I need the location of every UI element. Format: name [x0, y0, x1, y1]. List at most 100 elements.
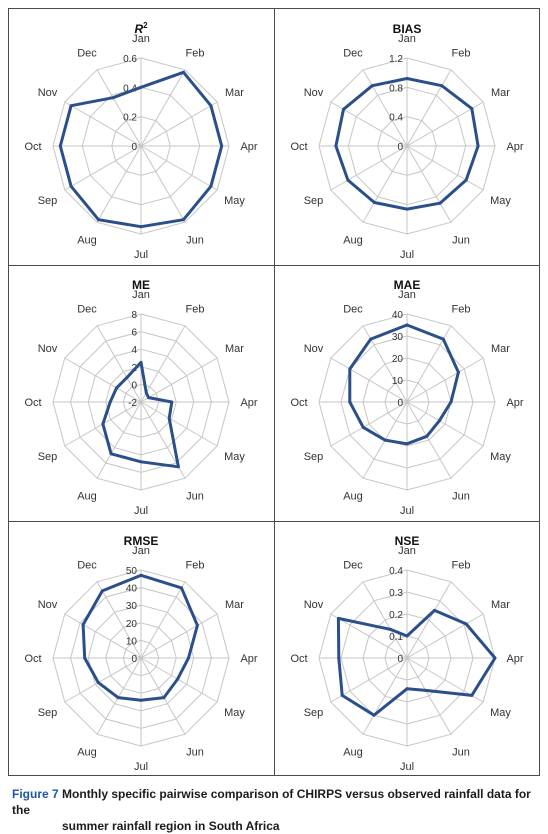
data-point: [187, 656, 190, 660]
panel-divider-vertical: [274, 9, 275, 775]
tick-label: 0: [397, 142, 403, 153]
category-label: Nov: [304, 599, 324, 611]
category-label: May: [224, 707, 245, 719]
tick-label: 0: [131, 654, 137, 665]
tick-label: 4: [131, 345, 137, 356]
category-label: Jun: [186, 491, 204, 503]
radar-chart-nse: NSE Jan Feb Mar Apr May Jun Jul Aug Sep Oct Nov Dec 0…: [275, 521, 540, 777]
data-point: [220, 144, 224, 148]
category-label: Oct: [290, 141, 307, 153]
data-point: [369, 337, 373, 341]
data-point: [405, 687, 409, 691]
grid-spoke: [140, 69, 186, 147]
grid-spoke: [140, 657, 218, 703]
data-point: [470, 107, 474, 111]
data-point: [139, 698, 143, 702]
category-label: Sep: [38, 451, 58, 463]
data-point: [424, 688, 428, 692]
category-label: Oct: [24, 397, 41, 409]
data-point: [182, 70, 185, 74]
category-label: Nov: [38, 343, 58, 355]
category-label: Apr: [506, 141, 523, 153]
grid-spoke: [406, 145, 452, 223]
data-point: [109, 452, 113, 456]
category-label: Mar: [225, 87, 244, 99]
grid-spoke: [406, 581, 452, 659]
figure-caption-label: Figure 7: [12, 787, 59, 801]
panel-divider-horizontal-1: [9, 265, 539, 266]
grid-spoke: [406, 325, 452, 403]
data-point: [456, 370, 460, 374]
category-label: Aug: [343, 235, 363, 247]
grid-spoke: [330, 613, 408, 659]
category-label: Aug: [77, 235, 97, 247]
tick-label: 0.4: [123, 83, 137, 94]
data-point: [348, 367, 352, 371]
chart-title: BIAS: [393, 22, 422, 36]
grid-spoke: [96, 69, 142, 147]
data-point: [139, 573, 143, 577]
category-label: Jun: [186, 235, 204, 247]
category-label: Jul: [134, 249, 148, 261]
data-point: [405, 77, 409, 80]
grid-spoke: [96, 145, 142, 223]
data-point: [340, 693, 344, 697]
data-point: [493, 656, 497, 660]
data-point: [464, 622, 468, 626]
category-label: May: [490, 195, 511, 207]
data-point: [58, 144, 62, 148]
data-point: [139, 225, 143, 229]
panel-divider-horizontal-2: [9, 521, 539, 522]
grid-spoke: [330, 145, 408, 191]
data-point: [372, 713, 376, 717]
category-label: Feb: [186, 560, 205, 572]
radar-chart-bias: BIAS Jan Feb Mar Apr May Jun Jul Aug Sep Oct Nov Dec…: [275, 9, 540, 265]
data-point: [476, 144, 480, 148]
data-point: [195, 623, 199, 627]
data-point: [389, 627, 392, 631]
data-point: [115, 386, 119, 390]
category-label: Dec: [343, 48, 363, 60]
radar-chart-mae: MAE Jan Feb Mar Apr May Jun Jul Aug Sep Oct Nov Dec 0…: [275, 265, 540, 521]
data-point: [336, 616, 340, 620]
data-point: [464, 178, 468, 182]
chart-title: NSE: [395, 534, 420, 548]
category-label: Aug: [343, 491, 363, 503]
category-label: May: [224, 451, 245, 463]
grid-spoke: [362, 145, 408, 223]
data-point: [441, 337, 445, 341]
grid-spoke: [406, 613, 484, 659]
category-label: Jan: [132, 33, 150, 45]
category-label: Mar: [491, 599, 510, 611]
category-label: Aug: [77, 747, 97, 759]
tick-label: 20: [126, 619, 138, 630]
grid-spoke: [140, 613, 218, 659]
tick-label: 0: [131, 142, 137, 153]
data-point: [97, 218, 100, 222]
category-label: Jun: [452, 491, 470, 503]
category-label: Apr: [240, 397, 257, 409]
category-label: Feb: [452, 560, 471, 572]
grid-spoke: [140, 145, 218, 191]
category-label: Jan: [398, 33, 416, 45]
category-label: Apr: [506, 653, 523, 665]
category-label: Mar: [225, 599, 244, 611]
chart-title: R2: [134, 21, 148, 36]
data-point: [116, 696, 120, 700]
figure-caption: Figure 7 Monthly specific pairwise compa…: [12, 786, 536, 834]
radar-chart-rmse: RMSE Jan Feb Mar Apr May Jun Jul Aug Sep Oct Nov Dec…: [9, 521, 274, 777]
category-label: Apr: [240, 653, 257, 665]
data-point: [334, 144, 338, 148]
category-label: May: [490, 707, 511, 719]
tick-label: 40: [126, 584, 138, 595]
tick-label: 1.2: [389, 54, 403, 65]
grid-spoke: [362, 657, 408, 735]
data-point: [449, 400, 453, 404]
grid-spoke: [406, 69, 452, 147]
category-label: Aug: [343, 747, 363, 759]
grid-spoke: [140, 145, 186, 223]
data-point: [438, 201, 442, 205]
data-point: [108, 400, 112, 404]
